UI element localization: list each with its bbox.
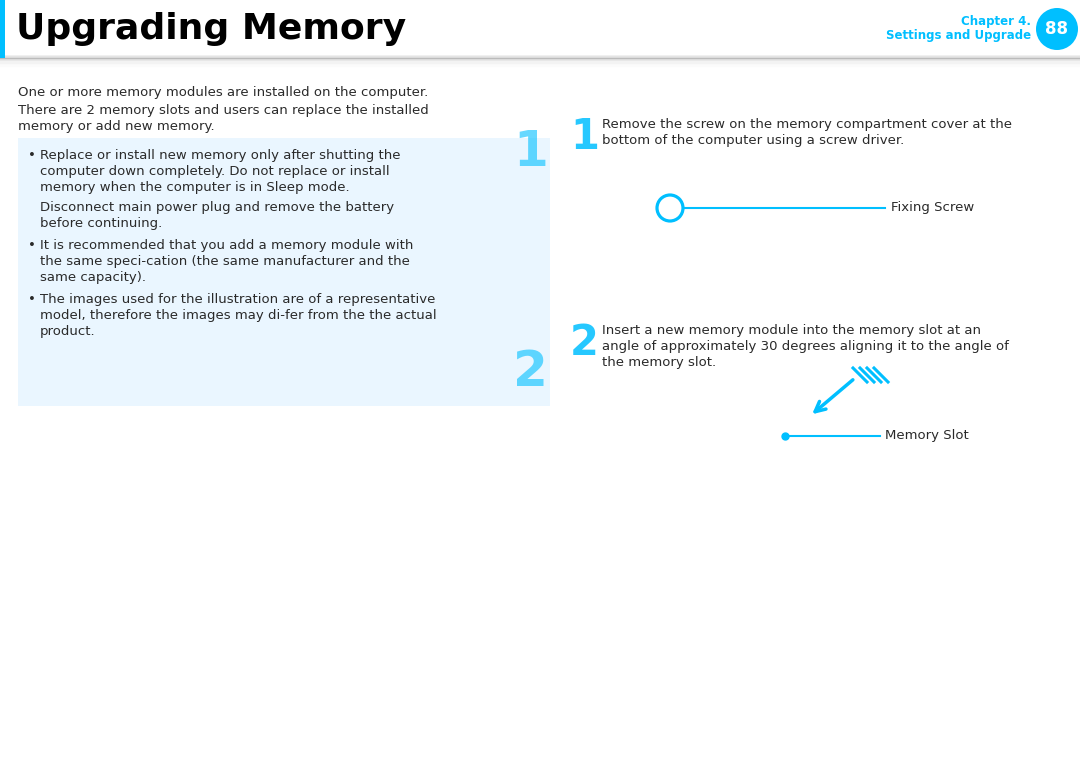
Text: It is recommended that you add a memory module with: It is recommended that you add a memory …: [40, 239, 414, 252]
Text: Memory Slot: Memory Slot: [885, 430, 969, 443]
Text: product.: product.: [40, 325, 96, 338]
Text: 2: 2: [513, 348, 548, 396]
Text: model, therefore the images may di­fer from the the actual: model, therefore the images may di­fer f…: [40, 309, 436, 322]
Text: the memory slot.: the memory slot.: [602, 356, 716, 369]
Text: 2: 2: [570, 322, 599, 364]
Text: 1: 1: [570, 116, 599, 158]
Text: angle of approximately 30 degrees aligning it to the angle of: angle of approximately 30 degrees aligni…: [602, 340, 1009, 353]
Text: computer down completely. Do not replace or install: computer down completely. Do not replace…: [40, 165, 390, 178]
Text: memory or add new memory.: memory or add new memory.: [18, 120, 215, 133]
Bar: [0, 0, 1080, 58]
Text: same capacity).: same capacity).: [40, 271, 146, 284]
Text: •: •: [28, 239, 36, 252]
Text: •: •: [28, 293, 36, 306]
Text: 1: 1: [513, 128, 548, 176]
Text: Settings and Upgrade: Settings and Upgrade: [886, 30, 1031, 42]
Text: Disconnect main power plug and remove the battery: Disconnect main power plug and remove th…: [40, 201, 394, 214]
Text: •: •: [28, 149, 36, 162]
Text: Remove the screw on the memory compartment cover at the: Remove the screw on the memory compartme…: [602, 118, 1012, 131]
Text: 88: 88: [1045, 20, 1068, 38]
Text: Insert a new memory module into the memory slot at an: Insert a new memory module into the memo…: [602, 324, 981, 337]
Text: Replace or install new memory only after shutting the: Replace or install new memory only after…: [40, 149, 401, 162]
Text: The images used for the illustration are of a representative: The images used for the illustration are…: [40, 293, 435, 306]
Circle shape: [1036, 8, 1078, 50]
Text: Upgrading Memory: Upgrading Memory: [16, 12, 406, 46]
Text: Chapter 4.: Chapter 4.: [961, 15, 1031, 28]
Text: Fixing Screw: Fixing Screw: [891, 201, 974, 214]
Text: There are 2 memory slots and users can replace the installed: There are 2 memory slots and users can r…: [18, 104, 429, 117]
Text: bottom of the computer using a screw driver.: bottom of the computer using a screw dri…: [602, 134, 904, 147]
Bar: [18, 138, 550, 406]
Text: memory when the computer is in Sleep mode.: memory when the computer is in Sleep mod…: [40, 181, 350, 194]
Text: the same speci­cation (the same manufacturer and the: the same speci­cation (the same manufact…: [40, 255, 410, 268]
Bar: [0, 0, 5, 58]
Text: before continuing.: before continuing.: [40, 217, 162, 230]
Text: One or more memory modules are installed on the computer.: One or more memory modules are installed…: [18, 86, 429, 99]
